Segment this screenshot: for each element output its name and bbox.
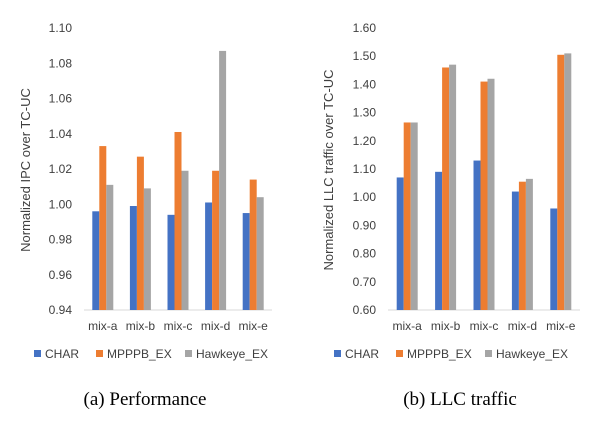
bar-hawkeye-ex-mix-d [525,178,533,310]
y-tick-label: 0.94 [49,303,73,317]
legend-label: CHAR [45,347,79,361]
bar-mpppb-ex-mix-d [518,181,526,310]
x-tick-label: mix-e [239,319,269,333]
x-tick-label: mix-a [393,319,423,333]
bar-mpppb-ex-mix-a [99,146,107,310]
y-tick-label: 0.80 [353,247,377,261]
legend-swatch [34,350,41,357]
chart-llc-traffic: 0.60 0.70 0.80 0.90 1.00 1.10 1.20 1.30 1.40 1.50… [321,21,580,410]
bar-char-mix-c [473,160,481,310]
y-tick-label: 1.60 [353,21,377,35]
y-axis-title: Normalized IPC over TC-UC [18,88,33,252]
bar-char-mix-d [511,191,519,310]
x-tick-label: mix-d [201,319,230,333]
legend-label: Hawkeye_EX [196,347,268,361]
legend-swatch [185,350,192,357]
bar-char-mix-a [396,177,404,310]
bar-mpppb-ex-mix-e [557,54,565,310]
y-tick-label: 1.00 [353,190,377,204]
y-tick-label: 1.00 [49,197,73,211]
figure-caption: (a) Performance [84,389,207,410]
legend-swatch [485,350,492,357]
figure-caption: (b) LLC traffic [403,389,517,410]
bar-char-mix-b [129,206,137,310]
y-tick-label: 1.08 [49,56,73,70]
bar-char-mix-e [242,213,250,310]
y-axis-title: Normalized LLC traffic over TC-UC [321,69,336,270]
y-tick-label: 1.04 [49,127,73,141]
y-tick-label: 1.10 [49,21,73,35]
y-tick-label: 1.30 [353,106,377,120]
bar-mpppb-ex-mix-c [174,131,182,310]
legend-swatch [396,350,403,357]
legend: CHAR MPPPB_EX Hawkeye_EX [334,347,568,361]
y-tick-label: 0.96 [49,268,73,282]
bar-hawkeye-ex-mix-c [181,170,189,310]
bar-hawkeye-ex-mix-b [143,188,151,310]
legend-label: Hawkeye_EX [496,347,568,361]
bar-mpppb-ex-mix-b [442,67,450,310]
bar-hawkeye-ex-mix-a [410,122,418,310]
chart-performance: 0.94 0.96 0.98 1.00 1.02 1.04 1.06 1.08 1.10 Norm… [18,21,272,410]
y-tick-label: 1.50 [353,49,377,63]
legend-label: CHAR [345,347,379,361]
y-tick-label: 0.98 [49,233,73,247]
bar-hawkeye-ex-mix-b [449,64,457,310]
x-tick-label: mix-b [126,319,156,333]
bar-char-mix-b [435,171,443,310]
bar-mpppb-ex-mix-e [249,179,257,310]
legend-label: MPPPB_EX [107,347,172,361]
x-tick-label: mix-d [508,319,537,333]
legend-swatch [334,350,341,357]
bar-char-mix-d [205,202,213,310]
bar-mpppb-ex-mix-a [403,122,411,310]
x-tick-label: mix-a [88,319,118,333]
y-tick-label: 0.70 [353,275,377,289]
y-tick-label: 1.40 [353,77,377,91]
bar-mpppb-ex-mix-b [136,156,144,310]
x-tick-label: mix-c [164,319,193,333]
bar-hawkeye-ex-mix-a [106,184,114,310]
legend: CHAR MPPPB_EX Hawkeye_EX [34,347,268,361]
bar-char-mix-a [92,211,100,310]
x-tick-label: mix-c [470,319,499,333]
x-tick-label: mix-e [546,319,576,333]
legend-label: MPPPB_EX [407,347,472,361]
y-tick-label: 1.06 [49,92,73,106]
bar-hawkeye-ex-mix-c [487,78,495,310]
y-tick-label: 1.02 [49,162,73,176]
legend-swatch [96,350,103,357]
bar-hawkeye-ex-mix-d [219,50,227,310]
y-tick-label: 0.90 [353,218,377,232]
y-tick-label: 1.10 [353,162,377,176]
bar-char-mix-e [550,208,558,310]
bar-hawkeye-ex-mix-e [564,53,572,310]
bar-mpppb-ex-mix-d [212,170,220,310]
y-tick-label: 0.60 [353,303,377,317]
bar-hawkeye-ex-mix-e [256,197,264,310]
x-tick-label: mix-b [431,319,461,333]
bar-char-mix-c [167,214,175,310]
bar-mpppb-ex-mix-c [480,81,488,310]
y-tick-label: 1.20 [353,134,377,148]
